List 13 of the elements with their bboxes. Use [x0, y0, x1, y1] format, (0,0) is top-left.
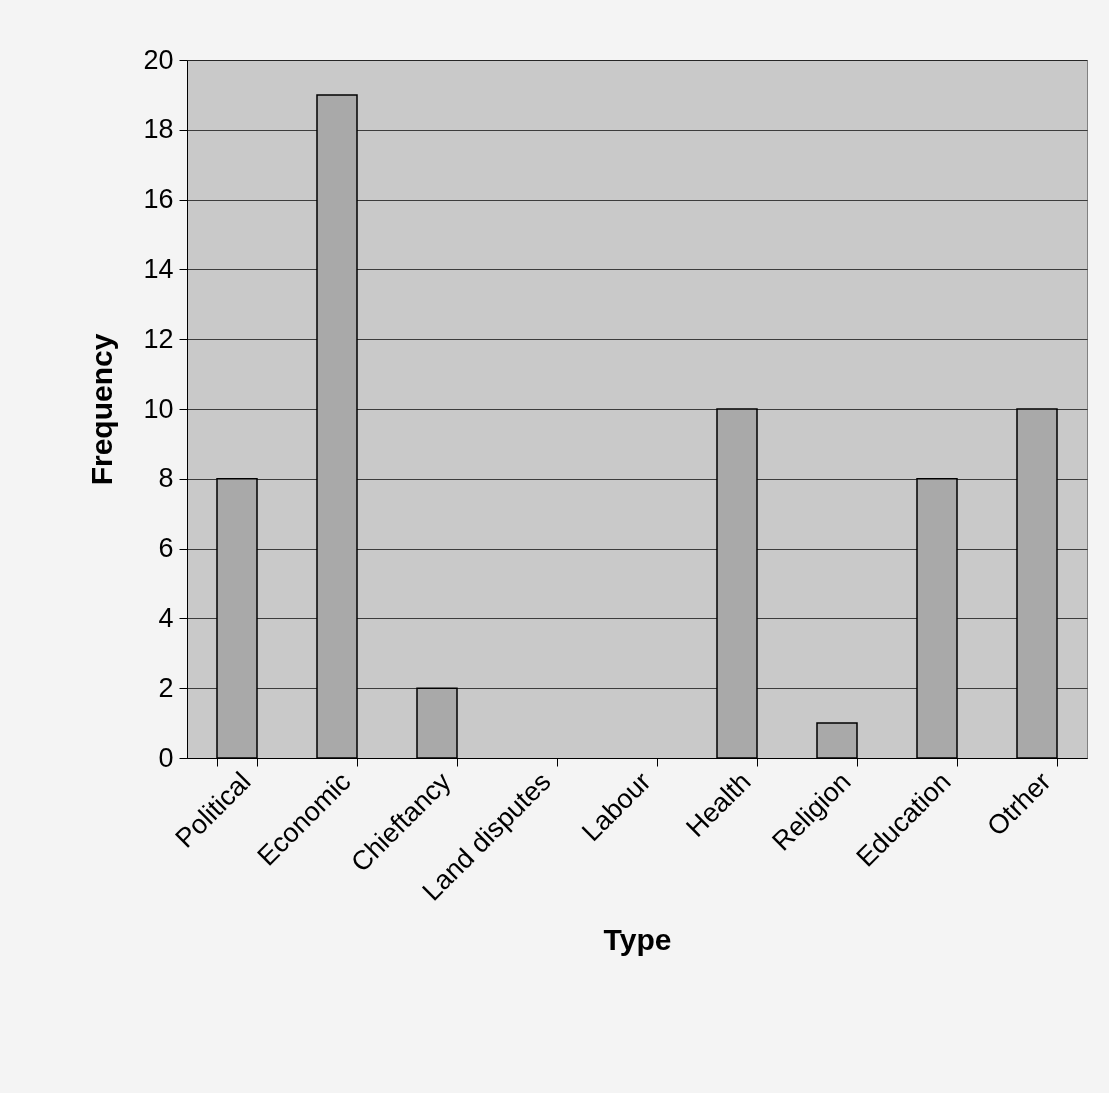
y-axis-title: Frequency: [85, 333, 119, 486]
y-tick-label: 4: [158, 602, 174, 633]
y-tick-label: 18: [143, 114, 174, 145]
y-tick-label: 10: [143, 393, 174, 424]
y-tick-label: 8: [158, 463, 174, 494]
x-axis-title: Type: [603, 922, 672, 956]
y-tick-label: 6: [158, 533, 174, 564]
y-tick-label: 20: [143, 44, 174, 75]
y-tick-label: 14: [143, 253, 174, 284]
y-tick-label: 12: [143, 323, 174, 354]
y-tick-label: 16: [143, 184, 174, 215]
y-tick-label: 2: [158, 672, 174, 703]
y-tick-label: 0: [158, 742, 174, 773]
